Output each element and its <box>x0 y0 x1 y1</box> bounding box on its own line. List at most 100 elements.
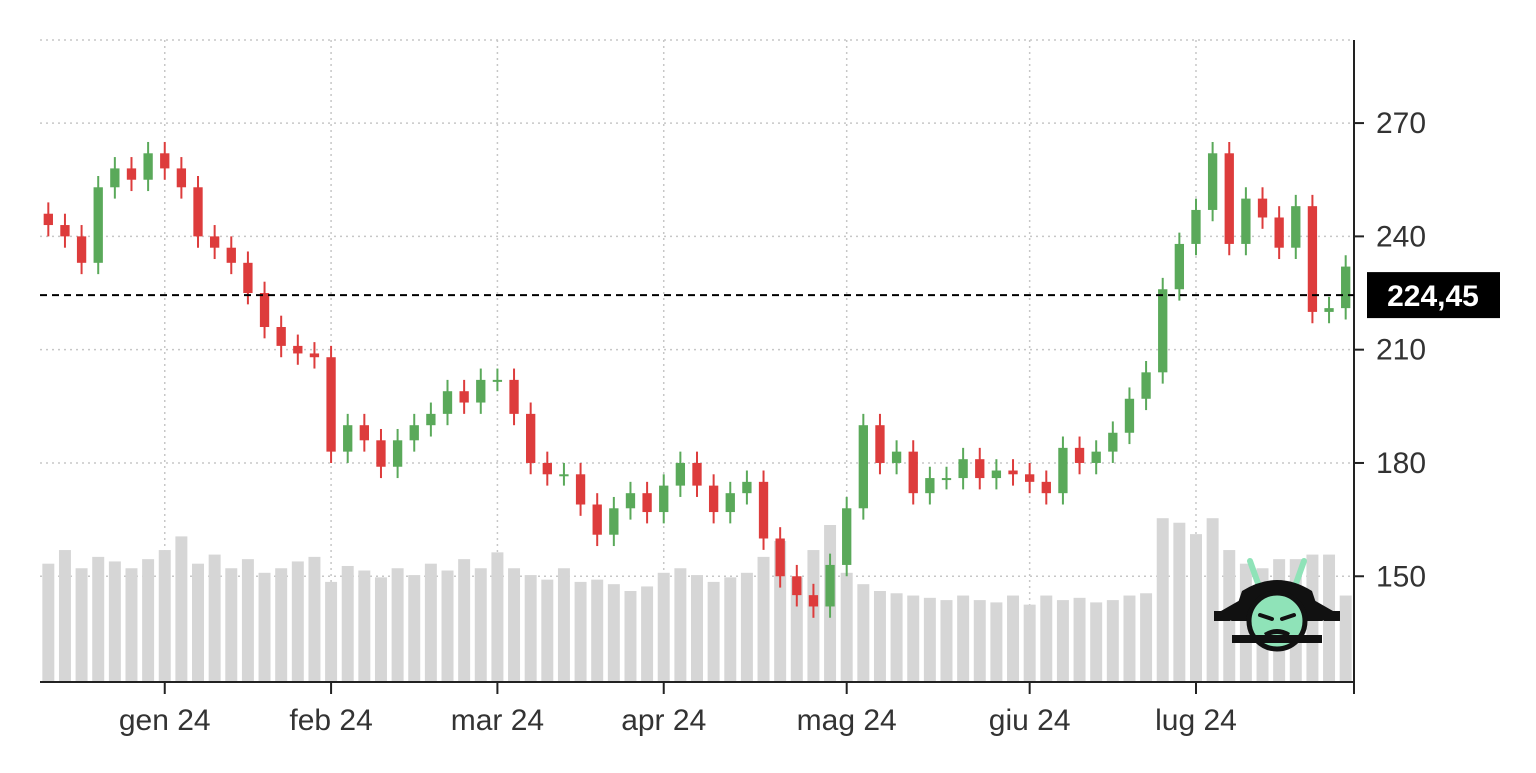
volume-bar <box>358 570 371 682</box>
ohlc-bar <box>293 334 303 365</box>
ohlc-bar <box>792 564 802 607</box>
volume-bar <box>374 577 387 682</box>
x-tick-label: apr 24 <box>621 704 706 737</box>
volume-bar <box>857 584 870 682</box>
ohlc-bar <box>376 428 386 479</box>
ohlc-bar <box>359 413 369 452</box>
ohlc-bar <box>426 402 436 437</box>
ohlc-bar <box>559 462 569 486</box>
volume-bar <box>92 556 105 682</box>
ohlc-bar <box>925 466 935 505</box>
y-tick-label: 270 <box>1376 107 1426 140</box>
volume-bar <box>1007 595 1020 682</box>
ohlc-bar <box>226 236 236 275</box>
volume-bar <box>691 575 703 682</box>
ohlc-bar <box>60 213 70 248</box>
volume-bar <box>524 575 537 682</box>
tick-labels: 150 180 210 240 270 gen 24 feb 24 mar 24 apr 24 m… <box>119 107 1426 737</box>
ohlc-bar <box>1158 277 1168 384</box>
ohlc-bar <box>742 470 752 505</box>
volume-bar <box>674 568 687 682</box>
ohlc-bar <box>542 451 552 486</box>
ohlc-bar <box>858 413 868 520</box>
ohlc-bar <box>1174 232 1185 301</box>
volume-bar <box>724 577 737 682</box>
ohlc-bar <box>43 202 53 237</box>
volume-bar <box>1023 604 1036 682</box>
volume-bar <box>1140 593 1153 682</box>
volume-bar <box>1173 522 1186 682</box>
volume-bar <box>208 554 221 682</box>
volume-bar <box>1123 595 1136 682</box>
ohlc-bar <box>143 141 153 192</box>
volume-bar <box>308 556 321 682</box>
volume-bar <box>657 572 670 682</box>
ohlc-bar <box>875 413 885 475</box>
ohlc-bar <box>825 553 835 618</box>
ohlc-bar <box>209 225 220 260</box>
ohlc-bar <box>991 459 1002 490</box>
ohlc-bar <box>110 157 120 199</box>
ohlc-bar <box>509 368 519 426</box>
ohlc-bar <box>1341 255 1351 320</box>
x-tick-label: mar 24 <box>451 704 544 737</box>
volume-bar <box>591 579 604 682</box>
volume-bar <box>1239 563 1252 682</box>
volume-bar <box>1040 595 1053 682</box>
volume-bar <box>42 563 55 682</box>
ohlc-bar <box>708 474 719 524</box>
volume-bar <box>990 602 1003 682</box>
volume-bar <box>790 577 803 682</box>
ohlc-bar <box>908 440 918 505</box>
volume-bar <box>142 559 155 682</box>
x-tick-label: mag 24 <box>797 704 897 737</box>
volume-bar <box>474 568 487 682</box>
volume-bar <box>1073 597 1086 682</box>
volume-bar <box>957 595 970 682</box>
volume-bar <box>541 579 554 682</box>
current-price-label: 224,45 <box>1387 280 1479 313</box>
ohlc-bar <box>442 379 453 426</box>
ohlc-bar <box>1191 198 1201 256</box>
ohlc-bar <box>476 368 486 414</box>
volume-bar <box>707 581 720 682</box>
volume-bar <box>1106 600 1119 682</box>
volume-bar <box>391 568 404 682</box>
axes <box>40 40 1364 694</box>
volume-bar <box>1056 600 1069 682</box>
volume-bar <box>341 565 354 682</box>
volume-bar <box>840 572 853 682</box>
volume-bar <box>1339 595 1352 682</box>
ohlc-bar <box>1274 206 1284 260</box>
price-bars <box>43 141 1351 618</box>
ohlc-bar <box>625 481 636 520</box>
ohlc-bar <box>941 466 952 490</box>
volume-bar <box>58 550 71 682</box>
volume-bar <box>258 572 271 682</box>
samurai-helmet-icon <box>1214 558 1340 652</box>
ohlc-bar <box>609 496 619 547</box>
ohlc-bar <box>126 157 137 192</box>
x-tick-label: giu 24 <box>989 704 1071 737</box>
volume-bar <box>158 550 171 682</box>
volume-bar <box>241 559 254 682</box>
volume-bar <box>923 597 936 682</box>
volume-bar <box>873 591 886 682</box>
ohlc-bar <box>958 447 968 490</box>
volume-bar <box>641 586 654 682</box>
volume-bar <box>973 600 986 682</box>
ohlc-bar <box>1124 387 1135 445</box>
ohlc-bar <box>309 342 320 369</box>
ohlc-bar <box>1224 141 1234 256</box>
ohlc-bar <box>1141 361 1151 411</box>
volume-bar <box>325 581 338 682</box>
current-price-tag: 224,45 <box>1367 272 1500 319</box>
volume-bar <box>740 572 753 682</box>
volume-bar <box>175 536 188 682</box>
ohlc-bar <box>692 451 702 497</box>
volume-bar <box>1189 534 1202 682</box>
volume-bar <box>108 561 121 682</box>
volume-bar <box>508 568 521 682</box>
ohlc-bar <box>193 175 203 248</box>
